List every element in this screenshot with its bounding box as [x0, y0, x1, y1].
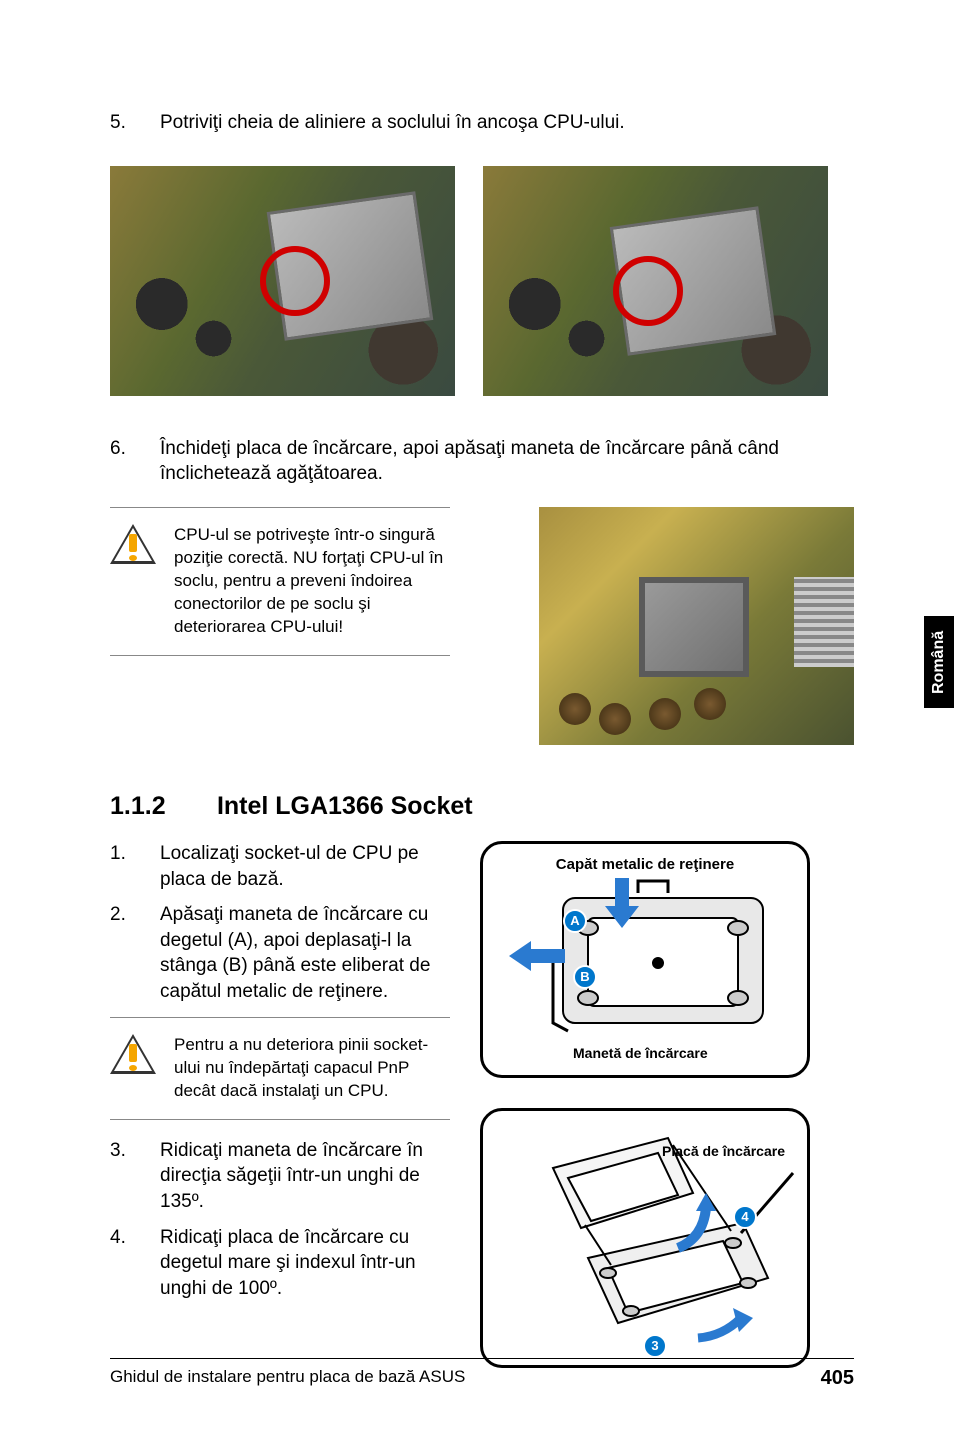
left-column: 1. Localizaţi socket-ul de CPU pe placa … — [110, 841, 460, 1368]
arrow-a-icon — [605, 878, 639, 928]
step6-section: CPU-ul se potriveşte într-o singură pozi… — [110, 507, 854, 767]
marker-3: 3 — [643, 1334, 667, 1358]
callout-text: CPU-ul se potriveşte într-o singură pozi… — [174, 524, 450, 639]
lower-columns: 1. Localizaţi socket-ul de CPU pe placa … — [110, 841, 854, 1368]
arrow-3-icon — [693, 1308, 753, 1348]
warning-icon — [110, 524, 156, 564]
step-number: 4. — [110, 1225, 160, 1302]
right-column: Capăt metalic de reţinere — [480, 841, 810, 1368]
diagram2-label: Placă de încărcare — [662, 1143, 785, 1159]
photo-row — [110, 166, 854, 396]
step-text: Închideţi placa de încărcare, apoi apăsa… — [160, 436, 854, 487]
step-2: 2. Apăsaţi maneta de încărcare cu degetu… — [110, 902, 460, 1005]
section-title: Intel LGA1366 Socket — [217, 792, 473, 820]
diagram-load-plate: Placă de încărcare 4 3 — [480, 1108, 810, 1368]
step-text: Ridicaţi maneta de încărcare în direcţia… — [160, 1138, 460, 1215]
cpu-installed-photo — [539, 507, 854, 745]
step-number: 5. — [110, 110, 160, 136]
footer-page-number: 405 — [821, 1367, 854, 1390]
diagram-bottom-label: Manetă de încărcare — [573, 1045, 708, 1061]
language-tab: Română — [924, 616, 954, 708]
arrow-b-icon — [509, 941, 565, 971]
cpu-alignment-photo-2 — [483, 166, 828, 396]
step-5: 5. Potriviţi cheia de aliniere a soclulu… — [110, 110, 854, 136]
step-1: 1. Localizaţi socket-ul de CPU pe placa … — [110, 841, 460, 892]
step-number: 3. — [110, 1138, 160, 1215]
step-number: 1. — [110, 841, 160, 892]
highlight-circle — [613, 256, 683, 326]
highlight-circle — [260, 246, 330, 316]
warning-callout-2: Pentru a nu deteriora pinii socket-ului … — [110, 1017, 450, 1120]
page-footer: Ghidul de instalare pentru placa de bază… — [110, 1358, 854, 1390]
step-text: Potriviţi cheia de aliniere a soclului î… — [160, 110, 854, 136]
step-text: Apăsaţi maneta de încărcare cu degetul (… — [160, 902, 460, 1005]
cpu-alignment-photo-1 — [110, 166, 455, 396]
marker-b: B — [573, 965, 597, 989]
step-4: 4. Ridicaţi placa de încărcare cu degetu… — [110, 1225, 460, 1302]
step-number: 6. — [110, 436, 160, 487]
step-text: Ridicaţi placa de încărcare cu degetul m… — [160, 1225, 460, 1302]
warning-icon — [110, 1034, 156, 1074]
step-3: 3. Ridicaţi maneta de încărcare în direc… — [110, 1138, 460, 1215]
marker-4: 4 — [733, 1205, 757, 1229]
footer-text: Ghidul de instalare pentru placa de bază… — [110, 1367, 465, 1390]
step-6: 6. Închideţi placa de încărcare, apoi ap… — [110, 436, 854, 487]
warning-callout: CPU-ul se potriveşte într-o singură pozi… — [110, 507, 450, 656]
step-number: 2. — [110, 902, 160, 1005]
marker-a: A — [563, 909, 587, 933]
diagram-socket-lever: Capăt metalic de reţinere — [480, 841, 810, 1078]
step-text: Localizaţi socket-ul de CPU pe placa de … — [160, 841, 460, 892]
callout-text: Pentru a nu deteriora pinii socket-ului … — [174, 1034, 450, 1103]
section-number: 1.1.2 — [110, 792, 210, 821]
diagram-top-label: Capăt metalic de reţinere — [493, 856, 797, 873]
section-heading: 1.1.2 Intel LGA1366 Socket — [110, 792, 854, 821]
arrow-4-icon — [668, 1193, 718, 1253]
